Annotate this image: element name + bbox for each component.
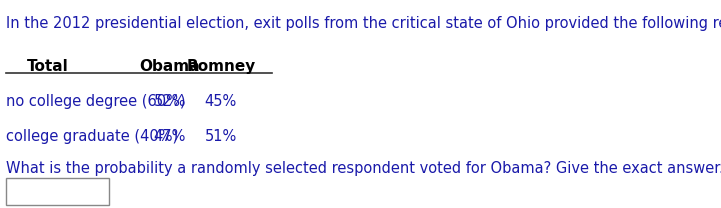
Text: What is the probability a randomly selected respondent voted for Obama? Give the: What is the probability a randomly selec… xyxy=(6,161,721,176)
Text: Total: Total xyxy=(27,59,68,74)
Text: 52%: 52% xyxy=(154,94,186,109)
Text: In the 2012 presidential election, exit polls from the critical state of Ohio pr: In the 2012 presidential election, exit … xyxy=(6,16,721,31)
Text: 47%: 47% xyxy=(154,129,186,144)
Text: Romney: Romney xyxy=(186,59,255,74)
Text: no college degree (60%): no college degree (60%) xyxy=(6,94,186,109)
Text: Obama: Obama xyxy=(140,59,200,74)
Text: 51%: 51% xyxy=(205,129,237,144)
Text: 45%: 45% xyxy=(205,94,237,109)
FancyBboxPatch shape xyxy=(6,178,109,204)
Text: college graduate (40%): college graduate (40%) xyxy=(6,129,179,144)
